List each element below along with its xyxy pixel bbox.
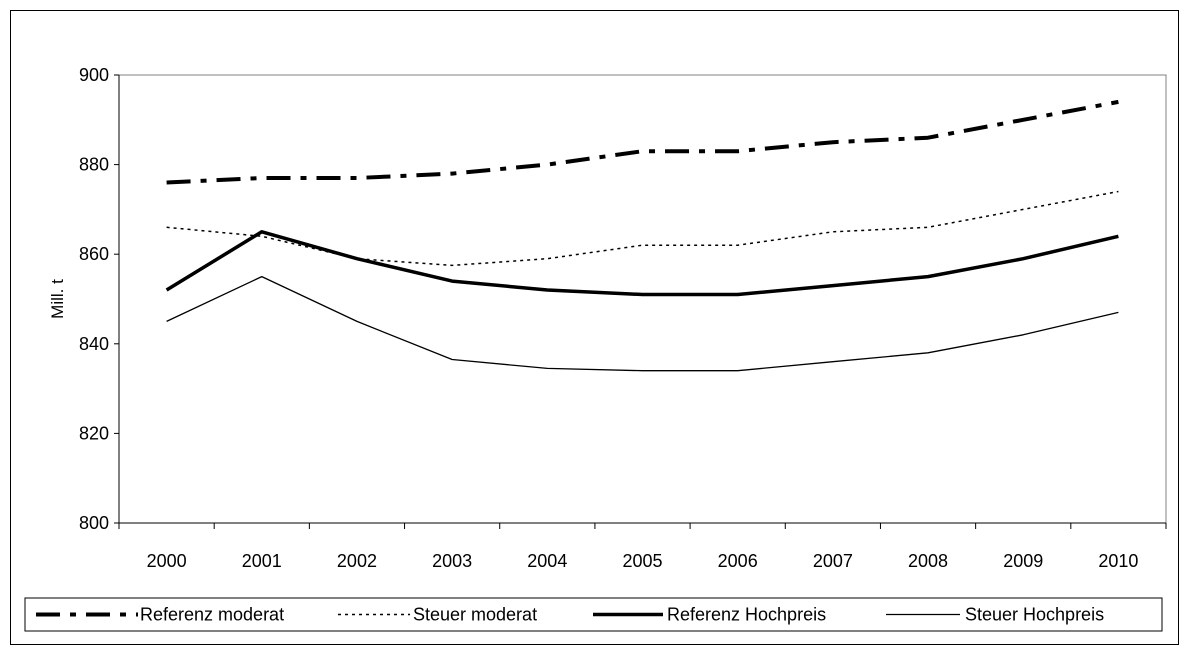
series-layer: [165, 99, 1119, 372]
y-tick-label: 860: [79, 244, 109, 264]
tick-labels: 800 820 840 860 880 900 2000 2001 2002 2003 2004 20…: [79, 65, 1138, 571]
x-tick-label: 2009: [1003, 551, 1043, 571]
legend-label: Steuer moderat: [413, 605, 537, 625]
legend-label: Steuer Hochpreis: [965, 605, 1104, 625]
series-line-referenz-hochpreis: [165, 230, 1119, 297]
x-tick-label: 2010: [1098, 551, 1138, 571]
x-tick-label: 2003: [432, 551, 472, 571]
y-tick-label: 900: [79, 65, 109, 85]
legend: Referenz moderat Steuer moderat Referenz H…: [24, 597, 1163, 632]
x-tick-label: 2004: [527, 551, 567, 571]
series-line-steuer-moderat: [166, 190, 1119, 267]
x-tick-label: 2002: [337, 551, 377, 571]
legend-label: Referenz Hochpreis: [667, 605, 826, 625]
y-tick-label: 880: [79, 155, 109, 175]
axes: [114, 74, 1167, 529]
y-tick-label: 820: [79, 423, 109, 443]
x-tick-label: 2005: [622, 551, 662, 571]
series-line-steuer-hochpreis: [166, 275, 1119, 372]
y-tick-label: 800: [79, 513, 109, 533]
y-axis-label: Mill. t: [48, 279, 67, 319]
y-tick-label: 840: [79, 334, 109, 354]
x-tick-label: 2001: [242, 551, 282, 571]
x-tick-label: 2006: [718, 551, 758, 571]
chart-frame: [10, 10, 1179, 645]
legend-label: Referenz moderat: [140, 605, 284, 625]
x-tick-label: 2008: [908, 551, 948, 571]
series-line-referenz-moderat: [166, 99, 1119, 185]
x-tick-label: 2007: [813, 551, 853, 571]
x-tick-label: 2000: [147, 551, 187, 571]
